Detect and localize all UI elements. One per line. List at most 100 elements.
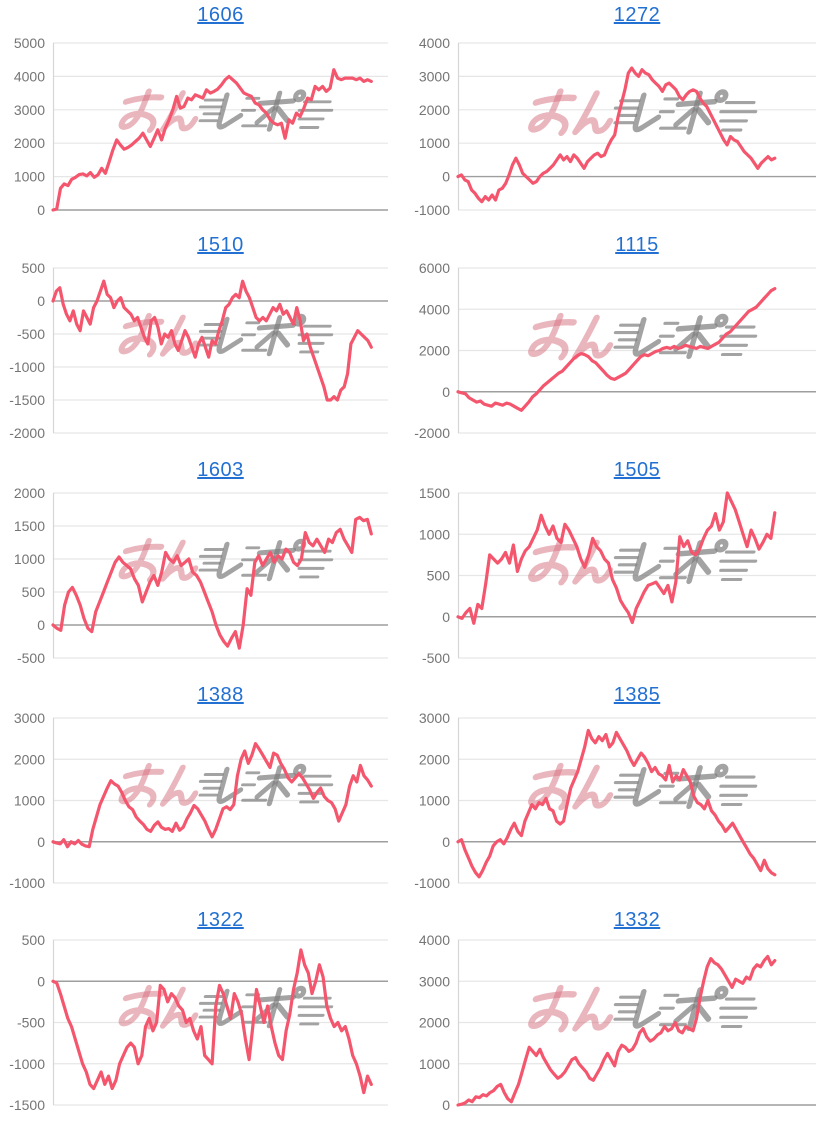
chart-cell: 1606 5000 4000 3000 2000 1000 0 [0,0,408,230]
chart-title-link[interactable]: 1606 [197,4,244,26]
chart-cell: 1115 6000 4000 2000 0 -2000 [408,230,816,455]
chart-title-row: 1505 [458,459,816,482]
watermark-repo-glyphs [632,89,729,135]
chart-title-row: 1272 [458,4,816,27]
y-axis-tick-label: -500 [17,650,45,666]
watermark-glyph-stroke [118,88,157,134]
watermark-min-glyphs [118,762,199,808]
line-chart-svg: 4000 3000 2000 1000 0 [419,932,816,1113]
y-axis-tick-label: 2000 [14,751,45,767]
watermark-glyph-stroke [572,90,614,136]
y-axis-tick-label: 4000 [419,35,450,51]
y-axis-tick-label: 1500 [14,518,45,534]
chart-title-link[interactable]: 1332 [613,909,661,931]
y-axis-tick-label: 1000 [419,1056,450,1072]
y-axis-tick-label: 0 [37,293,45,309]
chart-cell: 1603 2000 1500 1000 500 0 -500 [0,455,408,680]
watermark-glyph-stroke [254,780,276,800]
watermark-speed-lines [613,546,758,582]
watermark-glyph-stroke [686,765,703,810]
y-axis-tick-label: 0 [37,834,45,850]
watermark-glyph-stroke [254,555,276,575]
watermark-min-glyphs [528,88,614,137]
y-axis-tick-label: 2000 [419,751,450,767]
chart-title-link[interactable]: 1603 [197,459,244,481]
chart-cell: 1505 1500 1000 500 0 -500 [408,455,816,680]
watermark-glyph-stroke [118,312,157,358]
watermark-repo-glyphs [632,985,729,1032]
watermark-handakuten [714,985,729,1000]
watermark-glyph-stroke [528,312,569,361]
data-line [51,68,373,212]
watermark-glyph-stroke [216,92,244,130]
watermark-glyph-stroke [572,539,614,585]
line-chart-svg: 6000 4000 2000 0 -2000 [414,260,816,441]
y-axis-tick-label: 2000 [14,135,45,151]
watermark-glyph-stroke [275,330,291,348]
y-axis-tick-label: -1000 [414,202,450,218]
line-chart-svg: 500 0 -500 -1000 -1500 -2000 [9,260,388,441]
y-axis-tick-label: 0 [37,202,45,218]
chart-title-link[interactable]: 1322 [197,909,244,931]
chart-title-link[interactable]: 1115 [615,234,659,256]
y-axis-tick-label: -2000 [9,425,45,441]
y-axis-tick-label: 1000 [419,793,450,809]
y-axis-tick-label: 1500 [419,485,450,501]
watermark-glyph-stroke [275,106,291,124]
watermark-min-glyphs [528,312,614,361]
y-axis-tick-label: 2000 [419,102,450,118]
data-line [456,491,777,625]
y-axis-tick-label: 500 [427,568,451,584]
y-axis-tick-label: -2000 [414,425,450,441]
watermark-min-glyphs [118,537,199,583]
chart-title-row: 1332 [458,909,816,932]
watermark-glyph-stroke [118,537,157,583]
chart-title-link[interactable]: 1505 [613,459,661,481]
watermark-glyph-stroke [275,555,291,573]
line-chart-svg: 3000 2000 1000 0 -1000 [9,710,388,891]
watermark-glyph-stroke [528,537,569,586]
watermark-glyph-stroke [528,984,569,1033]
chart-title-row: 1115 [458,234,816,257]
watermark-handakuten [714,89,729,104]
chart-title-link[interactable]: 1272 [613,4,661,26]
watermark-glyph-stroke [632,92,662,133]
chart-title-link[interactable]: 1388 [197,684,244,706]
watermark-glyph-stroke [266,765,283,807]
watermark-glyph-stroke [216,541,244,579]
line-chart-svg: 4000 3000 2000 1000 0 -1000 [414,35,816,218]
watermark-glyph-stroke [275,780,291,798]
watermark [118,762,334,808]
line-chart-svg: 2000 1500 1000 500 0 -500 [14,485,388,666]
chart-cell: 1385 3000 2000 1000 0 -1000 [408,680,816,905]
watermark-glyph-stroke [695,781,712,800]
watermark-repo-glyphs [216,89,307,132]
chart-title-row: 1606 [53,4,388,27]
y-axis-tick-label: 0 [442,609,450,625]
data-line [51,279,373,402]
watermark-glyph-stroke [528,762,569,811]
watermark-glyph-stroke [632,541,662,582]
watermark-glyph-stroke [159,986,199,1029]
watermark-glyph-stroke [632,988,662,1029]
chart-title-row: 1603 [53,459,388,482]
watermark-glyph-stroke [254,106,276,125]
chart-title-link[interactable]: 1385 [613,684,661,706]
watermark-glyph-stroke [686,90,703,135]
watermark-repo-glyphs [632,763,729,810]
watermark-glyph-stroke [695,107,712,126]
chart-cell: 1332 4000 3000 2000 1000 0 [408,905,816,1125]
chart-title-link[interactable]: 1510 [197,234,244,256]
watermark-glyph-stroke [572,764,614,810]
y-axis-tick-label: 4000 [14,68,45,84]
watermark-min-glyphs [528,984,614,1033]
watermark-glyph-stroke [632,766,662,807]
watermark-handakuten [714,763,729,778]
watermark-repo-glyphs [216,763,307,807]
line-chart-svg: 5000 4000 3000 2000 1000 0 [14,35,388,218]
y-axis-tick-label: 4000 [419,301,450,317]
watermark-glyph-stroke [673,1003,696,1024]
watermark-glyph-stroke [266,315,283,357]
y-axis-tick-label: 500 [22,584,46,600]
